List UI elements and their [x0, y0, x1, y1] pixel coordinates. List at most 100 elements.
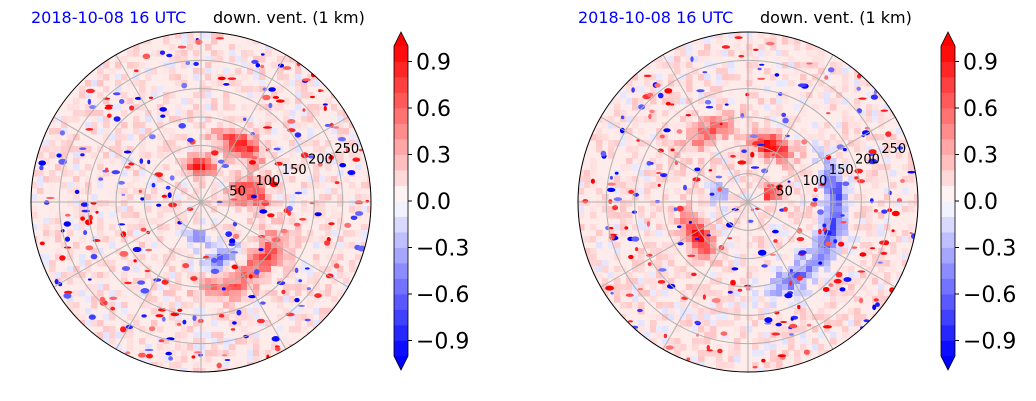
- field-speckle: [271, 336, 280, 342]
- field-cell: [704, 50, 711, 57]
- azimuth-gridline: [747, 201, 896, 288]
- field-cell: [902, 236, 909, 243]
- field-cell: [632, 332, 639, 339]
- field-cell: [367, 158, 371, 165]
- field-speckle: [694, 320, 700, 325]
- field-cell: [698, 224, 705, 231]
- field-cell: [265, 254, 272, 261]
- field-cell: [608, 116, 615, 123]
- field-cell: [355, 170, 362, 177]
- field-cell: [181, 266, 188, 273]
- field-speckle: [656, 172, 662, 174]
- field-cell: [97, 278, 104, 285]
- field-cell: [163, 188, 170, 195]
- field-cell: [842, 98, 849, 105]
- field-cell: [866, 248, 873, 255]
- field-cell: [163, 344, 170, 351]
- radial-tick-label: 150: [829, 163, 854, 178]
- field-cell: [728, 158, 735, 165]
- field-cell: [247, 296, 254, 303]
- field-cell: [271, 362, 278, 369]
- field-cell: [752, 188, 759, 195]
- field-cell: [842, 350, 849, 357]
- field-speckle: [717, 187, 723, 192]
- field-cell: [157, 242, 164, 249]
- field-cell: [157, 260, 164, 267]
- field-cell: [319, 182, 326, 189]
- field-cell: [121, 74, 128, 81]
- field-cell: [776, 230, 783, 237]
- field-cell: [698, 74, 705, 81]
- field-cell: [31, 170, 38, 177]
- field-cell: [626, 134, 633, 141]
- field-cell: [770, 320, 777, 327]
- field-cell: [193, 44, 200, 51]
- field-speckle: [281, 289, 286, 295]
- field-cell: [878, 116, 885, 123]
- field-cell: [199, 140, 206, 147]
- field-cell: [734, 260, 741, 267]
- field-cell: [824, 164, 831, 171]
- field-cell: [223, 224, 230, 231]
- field-cell: [169, 62, 176, 69]
- field-cell: [614, 248, 621, 255]
- field-cell: [325, 80, 332, 87]
- field-cell: [259, 152, 266, 159]
- field-cell: [43, 230, 50, 237]
- field-cell: [800, 308, 807, 315]
- field-cell: [73, 302, 80, 309]
- field-speckle: [39, 241, 45, 246]
- field-cell: [211, 74, 218, 81]
- field-cell: [896, 236, 903, 243]
- field-cell: [734, 128, 741, 135]
- field-cell: [133, 122, 140, 129]
- field-cell: [277, 68, 284, 75]
- field-speckle: [64, 236, 71, 242]
- field-cell: [55, 128, 62, 135]
- field-cell: [716, 68, 723, 75]
- field-cell: [127, 194, 134, 201]
- field-cell: [746, 62, 753, 69]
- field-cell: [115, 62, 122, 69]
- field-cell: [806, 164, 813, 171]
- field-speckle: [59, 130, 65, 136]
- field-cell: [301, 308, 308, 315]
- field-cell: [91, 248, 98, 255]
- field-cell: [758, 242, 765, 249]
- field-cell: [650, 272, 657, 279]
- field-speckle: [268, 87, 276, 92]
- field-cell: [626, 86, 633, 93]
- field-cell: [91, 224, 98, 231]
- field-cell: [752, 272, 759, 279]
- field-speckle: [121, 193, 126, 196]
- field-cell: [782, 326, 789, 333]
- field-speckle: [868, 158, 878, 165]
- field-cell: [109, 176, 116, 183]
- field-cell: [782, 278, 789, 285]
- field-cell: [656, 218, 663, 225]
- field-cell: [866, 224, 873, 231]
- field-cell: [680, 314, 687, 321]
- colorbar-level: [394, 61, 408, 78]
- field-cell: [620, 206, 627, 213]
- field-speckle: [83, 230, 88, 236]
- field-cell: [265, 272, 272, 279]
- field-cell: [626, 314, 633, 321]
- field-cell: [43, 260, 50, 267]
- field-cell: [49, 128, 56, 135]
- field-cell: [686, 200, 693, 207]
- field-cell: [337, 116, 344, 123]
- field-cell: [199, 176, 206, 183]
- field-cell: [704, 326, 711, 333]
- field-cell: [307, 272, 314, 279]
- field-speckle: [801, 139, 808, 145]
- field-cell: [896, 284, 903, 291]
- field-speckle: [614, 171, 619, 175]
- field-cell: [241, 50, 248, 57]
- field-cell: [259, 158, 266, 165]
- field-speckle: [790, 317, 794, 321]
- field-cell: [133, 176, 140, 183]
- field-cell: [199, 368, 206, 372]
- field-cell: [271, 128, 278, 135]
- field-cell: [734, 338, 741, 345]
